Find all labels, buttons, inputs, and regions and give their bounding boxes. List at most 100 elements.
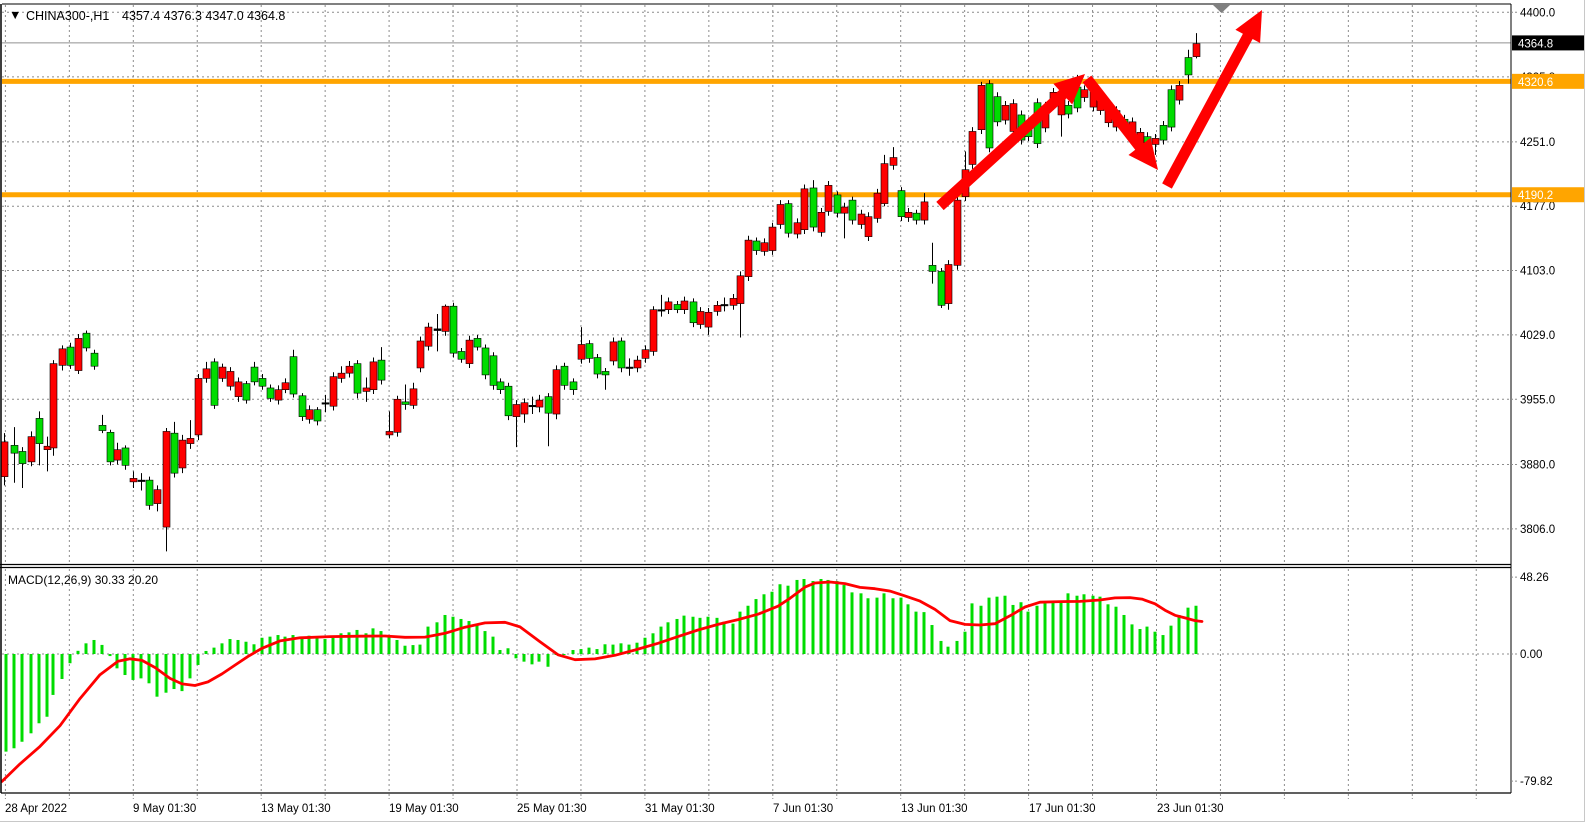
level-price-badge-label: 4190.2 — [1518, 190, 1553, 202]
macd-histogram-bar — [355, 629, 359, 654]
candle — [416, 340, 425, 369]
candle — [880, 163, 889, 204]
macd-histogram-bar — [906, 604, 910, 654]
candle — [609, 341, 618, 362]
candle — [377, 359, 386, 381]
trend-arrow-annotations[interactable] — [936, 10, 1262, 211]
macd-histogram-bar — [411, 645, 415, 654]
candle — [704, 311, 713, 328]
macd-histogram-bar — [691, 616, 695, 654]
price-axis[interactable]: 4400.04325.84251.04177.04103.04029.03955… — [1511, 7, 1584, 788]
candle — [873, 192, 882, 219]
candle — [848, 199, 857, 221]
macd-histogram-bar — [315, 636, 319, 654]
candle — [729, 298, 738, 306]
trend-arrow-head[interactable] — [1053, 74, 1085, 105]
candle — [1009, 103, 1018, 132]
trend-arrow-head[interactable] — [1128, 137, 1159, 170]
candle — [369, 361, 378, 390]
candle — [234, 381, 243, 397]
macd-axis-label: -79.82 — [1520, 776, 1553, 788]
macd-histogram-bar — [100, 644, 104, 654]
macd-histogram-bar — [123, 654, 127, 676]
trend-arrow-shaft[interactable] — [1162, 28, 1256, 189]
macd-histogram-bar — [1098, 596, 1102, 654]
candle — [857, 213, 866, 225]
candle — [210, 361, 219, 406]
candle — [121, 447, 130, 466]
candle — [1151, 138, 1160, 145]
time-axis-label: 19 May 01:30 — [389, 803, 459, 815]
candle — [625, 366, 634, 369]
macd-histogram-bar — [611, 644, 615, 654]
chart-shift-marker-icon[interactable] — [1213, 5, 1230, 13]
macd-histogram-bar — [379, 631, 383, 654]
macd-histogram-bar — [514, 654, 518, 659]
time-axis-label: 9 May 01:30 — [133, 803, 196, 815]
macd-histogram-bar — [987, 597, 991, 654]
candle — [49, 363, 58, 449]
macd-histogram-bar — [426, 626, 430, 654]
time-axis-label: 23 Jun 01:30 — [1157, 803, 1224, 815]
macd-histogram-bar — [1106, 604, 1110, 654]
candle — [250, 366, 259, 383]
chart-title-symbol: CHINA300-,H1 — [26, 9, 109, 23]
symbol-dropdown-icon[interactable]: ▼ — [9, 8, 21, 22]
macd-histogram-bar — [1003, 595, 1007, 654]
macd-histogram-bar — [228, 639, 232, 654]
macd-histogram-bar — [498, 650, 502, 654]
macd-histogram-bar — [220, 643, 224, 654]
trend-arrow-shaft[interactable] — [936, 86, 1071, 211]
candle — [713, 305, 722, 312]
candle — [833, 194, 842, 214]
macd-histogram-bar — [204, 650, 208, 654]
candle — [10, 445, 19, 454]
macd-histogram-bar — [666, 622, 670, 654]
candle — [544, 396, 553, 414]
candle — [145, 479, 154, 506]
macd-histogram-bar — [20, 654, 24, 742]
candle — [74, 338, 83, 371]
candle — [617, 340, 626, 369]
candle — [226, 371, 235, 387]
time-axis[interactable]: 28 Apr 2022 9 May 01:30 13 May 01:30 19 May… — [5, 803, 1224, 815]
macd-histogram-bar — [587, 647, 591, 654]
price-axis-label: 3806.0 — [1520, 524, 1555, 536]
candle — [920, 201, 929, 221]
candle — [473, 338, 482, 348]
candle — [266, 387, 275, 399]
macd-indicator-label: MACD(12,26,9) 30.33 20.20 — [8, 573, 158, 587]
macd-histogram-bar — [92, 639, 96, 654]
macd-histogram-bar — [491, 636, 495, 654]
candle — [1001, 105, 1010, 121]
candle — [178, 439, 187, 469]
macd-histogram-bar — [738, 611, 742, 654]
candle — [194, 378, 203, 436]
candle — [298, 395, 307, 417]
macd-histogram-bar — [1059, 602, 1063, 654]
candle — [186, 438, 195, 444]
macd-histogram-bar — [1035, 605, 1039, 654]
macd-histogram-bar — [244, 641, 248, 654]
candle — [1167, 89, 1176, 128]
candle — [840, 206, 849, 214]
candle — [1064, 105, 1073, 115]
price-axis-label: 3880.0 — [1520, 459, 1555, 471]
macd-histogram-bar — [835, 581, 839, 654]
macd-histogram-bar — [1153, 631, 1157, 654]
candle — [137, 479, 146, 482]
horizontal-level-lines[interactable] — [2, 78, 1511, 198]
macd-histogram-bar — [627, 644, 631, 654]
candle — [673, 304, 682, 310]
macd-histogram-bar — [1145, 626, 1149, 654]
candle — [977, 85, 986, 130]
candle — [953, 199, 962, 266]
macd-histogram-bar — [323, 639, 327, 654]
trend-arrow-head[interactable] — [1235, 10, 1262, 43]
macd-histogram-bar — [659, 626, 663, 654]
macd-histogram-bar — [595, 649, 599, 654]
trend-arrow-shaft[interactable] — [1082, 75, 1148, 155]
candlestick-series — [0, 33, 1201, 552]
candle — [424, 326, 433, 347]
candle — [66, 346, 75, 366]
